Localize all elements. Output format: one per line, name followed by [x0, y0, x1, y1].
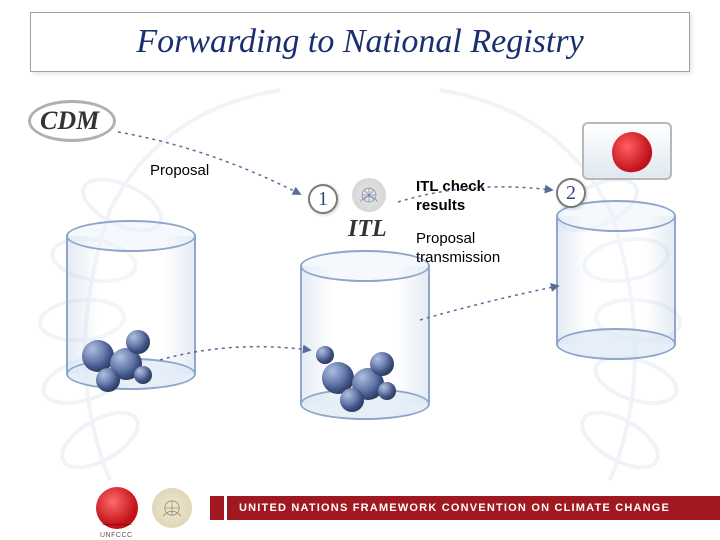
- footer-band: UNITED NATIONS FRAMEWORK CONVENTION ON C…: [210, 496, 720, 520]
- un-emblem-icon: [352, 178, 386, 212]
- japan-flag-disc-icon: [609, 129, 654, 174]
- step-1-number: 1: [318, 188, 328, 211]
- registry-cylinder: [556, 200, 676, 360]
- itl-label: ITL: [348, 216, 387, 243]
- step-1-badge: 1: [308, 184, 338, 214]
- cdm-label: CDM: [40, 106, 99, 136]
- slide-title: Forwarding to National Registry: [51, 23, 669, 61]
- annotation-itl-check: ITL check results: [416, 178, 485, 216]
- title-box: Forwarding to National Registry: [30, 12, 690, 72]
- footer-band-text: UNITED NATIONS FRAMEWORK CONVENTION ON C…: [239, 502, 670, 514]
- national-registry-flag: [582, 122, 672, 180]
- un-logo-icon: [152, 488, 192, 528]
- annotation-proposal-transmission: Proposal transmission: [416, 230, 500, 268]
- annotation-proposal: Proposal: [150, 162, 209, 181]
- unfccc-logo-icon: UNFCCC: [96, 487, 138, 529]
- footer-bar: UNFCCC UNITED NATIONS FRAMEWORK CONVENTI…: [0, 494, 720, 522]
- step-2-number: 2: [566, 182, 576, 205]
- diagram-area: CDM ITL 1 2 Proposal: [0, 100, 720, 460]
- step-2-badge: 2: [556, 178, 586, 208]
